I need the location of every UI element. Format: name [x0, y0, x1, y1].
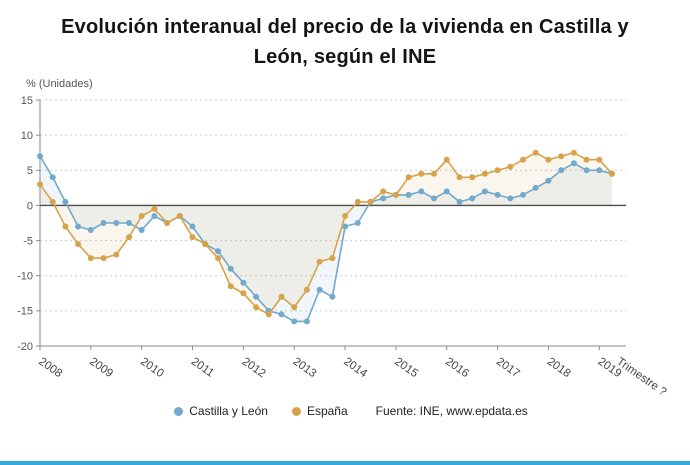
- svg-text:2012: 2012: [240, 356, 268, 381]
- svg-text:10: 10: [21, 130, 33, 142]
- legend-item-espana: España: [291, 404, 348, 418]
- svg-text:2013: 2013: [291, 356, 319, 381]
- svg-text:-5: -5: [23, 235, 33, 247]
- legend-label-espana: España: [306, 404, 348, 418]
- svg-text:2008: 2008: [36, 356, 64, 381]
- legend-item-castilla: Castilla y León: [174, 404, 268, 418]
- svg-text:2009: 2009: [87, 356, 115, 381]
- bottom-accent-bar: [0, 461, 690, 465]
- svg-text:2014: 2014: [341, 356, 369, 381]
- legend-dot-espana-icon: [291, 406, 301, 416]
- source-attribution: Fuente: INE, www.epdata.es: [375, 404, 528, 418]
- svg-text:-20: -20: [17, 341, 33, 353]
- svg-text:2016: 2016: [443, 356, 471, 381]
- svg-text:Trimestre ?: Trimestre ?: [614, 356, 668, 399]
- svg-text:-10: -10: [17, 271, 33, 283]
- svg-text:15: 15: [21, 95, 33, 107]
- chart-area: 15 10 5 0 -5 -10 -15 -20 2008 2009 2010 2011 2012 201…: [0, 90, 690, 402]
- legend-label-castilla: Castilla y León: [189, 404, 268, 418]
- chart-title: Evolución interanual del precio de la vi…: [61, 16, 629, 68]
- y-axis-unit-label: % (Unidades): [26, 78, 93, 90]
- svg-text:2017: 2017: [494, 356, 522, 381]
- svg-text:2010: 2010: [138, 356, 166, 381]
- svg-text:2018: 2018: [545, 356, 573, 381]
- svg-text:2011: 2011: [189, 356, 216, 380]
- svg-text:0: 0: [27, 200, 33, 212]
- svg-text:-15: -15: [17, 306, 33, 318]
- chart-legend: Castilla y León España Fuente: INE, www.…: [0, 404, 690, 418]
- svg-text:5: 5: [27, 165, 33, 177]
- legend-dot-castilla-icon: [174, 406, 184, 416]
- svg-text:2015: 2015: [392, 356, 420, 381]
